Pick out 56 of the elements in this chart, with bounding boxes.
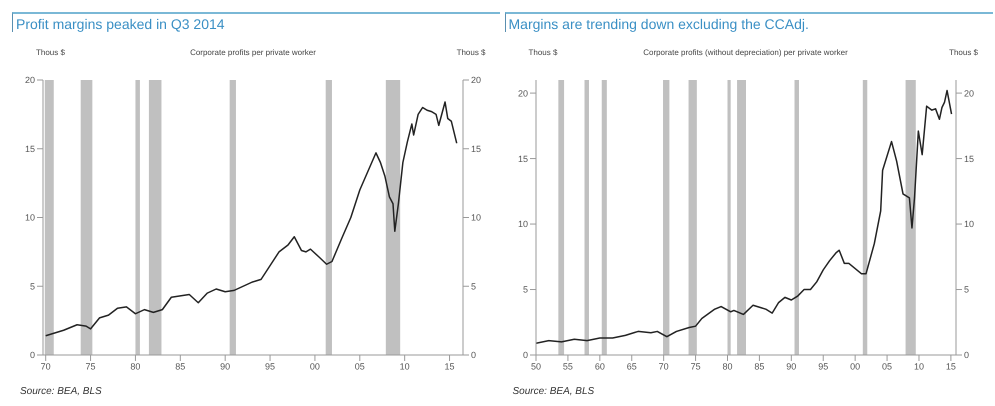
chart-title: Margins are trending down excluding the CCAdj. bbox=[504, 12, 992, 32]
x-tick-label: 80 bbox=[722, 361, 732, 372]
chart-subtitle: Corporate profits (without depreciation) per private worker bbox=[643, 48, 848, 57]
line-series bbox=[536, 90, 952, 344]
y2-axis-title: Thous $ bbox=[456, 48, 486, 57]
line-series bbox=[44, 101, 458, 336]
y-tick-label: 15 bbox=[24, 144, 35, 154]
source-note: Source: BEA, BLS bbox=[20, 386, 102, 397]
y2-tick-label: 5 bbox=[964, 284, 969, 295]
x-tick-label: 90 bbox=[220, 361, 230, 372]
x-tick-label: 95 bbox=[265, 361, 276, 372]
x-tick-label: 10 bbox=[400, 361, 410, 372]
source-note: Source: BEA, BLS bbox=[512, 386, 594, 397]
x-tick-label: 00 bbox=[850, 361, 860, 372]
y2-tick-label: 20 bbox=[471, 75, 482, 86]
y2-tick-label: 20 bbox=[964, 88, 974, 98]
chart-subtitle: Corporate profits per private worker bbox=[190, 48, 316, 57]
y-tick-label: 20 bbox=[517, 88, 528, 98]
y2-tick-label: 15 bbox=[471, 144, 482, 154]
y-tick-label: 20 bbox=[24, 75, 35, 86]
y-tick-label: 5 bbox=[30, 281, 35, 292]
y-axis-title: Thous $ bbox=[528, 48, 558, 57]
y2-tick-label: 0 bbox=[964, 350, 969, 360]
y-axis-title: Thous $ bbox=[36, 48, 65, 57]
x-tick-label: 85 bbox=[175, 361, 186, 372]
y-tick-label: 5 bbox=[522, 284, 528, 295]
x-tick-label: 95 bbox=[818, 361, 828, 372]
x-tick-label: 60 bbox=[594, 361, 604, 372]
x-tick-label: 75 bbox=[690, 361, 700, 372]
y-tick-label: 0 bbox=[522, 350, 528, 360]
x-tick-label: 05 bbox=[882, 361, 892, 372]
x-tick-label: 50 bbox=[530, 361, 541, 372]
x-tick-label: 00 bbox=[310, 361, 320, 372]
x-tick-label: 65 bbox=[626, 361, 636, 372]
x-tick-label: 05 bbox=[354, 361, 365, 372]
y2-tick-label: 5 bbox=[471, 281, 476, 292]
x-tick-label: 10 bbox=[913, 361, 924, 372]
x-tick-label: 80 bbox=[130, 361, 140, 372]
chart-title: Profit margins peaked in Q3 2014 bbox=[12, 12, 500, 32]
y-tick-label: 10 bbox=[517, 219, 528, 230]
x-tick-label: 90 bbox=[786, 361, 796, 372]
y-tick-label: 0 bbox=[30, 350, 35, 360]
x-tick-label: 75 bbox=[86, 361, 96, 372]
y2-tick-label: 15 bbox=[964, 154, 974, 164]
x-tick-label: 55 bbox=[562, 361, 572, 372]
y2-axis-title: Thous $ bbox=[949, 48, 978, 57]
y-tick-label: 10 bbox=[24, 212, 35, 223]
y-tick-label: 15 bbox=[517, 154, 528, 164]
y2-tick-label: 10 bbox=[964, 219, 974, 230]
y2-tick-label: 0 bbox=[471, 350, 476, 360]
x-tick-label: 70 bbox=[40, 361, 51, 372]
y2-tick-label: 10 bbox=[471, 212, 482, 223]
x-tick-label: 85 bbox=[754, 361, 764, 372]
x-tick-label: 15 bbox=[444, 361, 455, 372]
x-tick-label: 15 bbox=[945, 361, 956, 372]
x-tick-label: 70 bbox=[658, 361, 668, 372]
